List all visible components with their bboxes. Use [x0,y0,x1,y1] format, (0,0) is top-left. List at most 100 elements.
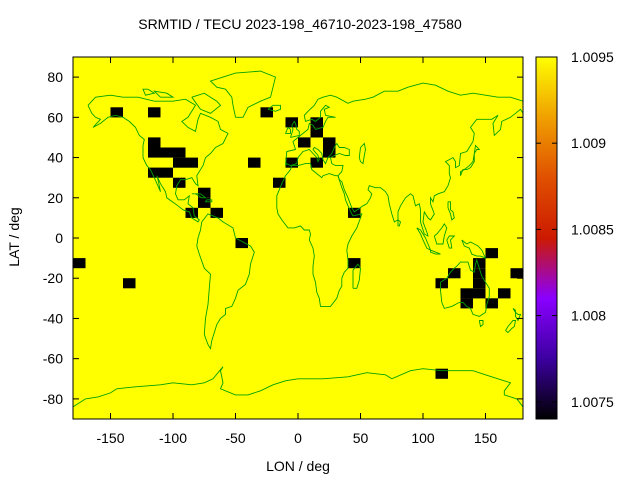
x-tick-label: 0 [294,430,302,446]
x-tick-label: -100 [159,430,187,446]
y-tick-label: -80 [43,391,63,407]
heatmap-cell [185,157,198,168]
heatmap-cell [435,368,448,379]
coastline [196,213,255,350]
heatmap-cell [460,288,473,299]
heatmap-cell [73,258,86,269]
heatmap-cell [348,207,361,218]
x-tick-label: 150 [474,430,498,446]
heatmap-cell [348,258,361,269]
coastline [142,88,156,96]
coastline-map [73,70,523,408]
colorbar-tick-label: 1.0075 [571,394,614,410]
heatmap-cell [198,187,211,198]
heatmap-cell [235,238,248,249]
heatmap-cell [173,157,186,168]
heatmap-cell [310,127,323,138]
heatmap-cell [310,117,323,128]
heatmap-cell [510,268,523,279]
coastline [440,258,490,317]
coastline [209,70,277,118]
heatmap-cell [110,107,123,118]
heatmap-cell [473,288,486,299]
coastline [285,126,291,134]
colorbar-tick-label: 1.009 [571,135,606,151]
y-tick-label: 20 [47,190,63,206]
heatmap-cell [148,137,161,148]
coastline [446,235,456,249]
heatmap-cell [498,288,511,299]
axes: -150 -100 -50 0 50 100 150 -80 -60 -40 -20 0 20 40 60 8… [43,57,523,446]
heatmap-cell [285,157,298,168]
y-tick-label: 80 [47,69,63,85]
colorbar-tick-label: 1.0085 [571,221,614,237]
coastline [433,223,448,245]
coastline [512,308,522,322]
y-tick-label: -20 [43,270,63,286]
heatmap-cell [123,278,136,289]
heatmap-cell [148,167,161,178]
heatmap-cell [285,117,298,128]
colorbar-tick-label: 1.008 [571,308,606,324]
heatmap-cell [173,177,186,188]
x-tick-label: -150 [96,430,124,446]
coastline [285,108,523,237]
coastline [276,163,363,307]
coastline [397,219,402,227]
colorbar [535,56,558,420]
coastline [73,366,523,408]
heatmap-cell [460,298,473,309]
coastline [447,201,455,221]
heatmap-cell [448,268,461,279]
coastline [191,193,207,199]
chart-title: SRMTID / TECU 2023-198_46710-2023-198_47… [138,16,462,32]
heatmap-cell [148,107,161,118]
heatmap-cell [248,157,261,168]
coastline [352,263,361,289]
coastline [478,320,484,328]
coastline [191,92,222,114]
coastline [152,90,175,98]
x-axis-label: LON / deg [266,458,330,474]
heatmap-cell [473,258,486,269]
coastline [430,249,441,255]
heatmap-cells [73,107,523,379]
heatmap-cell [473,278,486,289]
heatmap-cell [185,207,198,218]
x-tick-label: -50 [225,430,245,446]
heatmap-cell [173,147,186,158]
x-tick-label: 100 [411,430,435,446]
heatmap-cell [435,278,448,289]
coastline [290,120,300,138]
colorbar-ticks: 1.0075 1.008 1.0085 1.009 1.0095 [536,49,614,410]
plot-area [73,57,523,419]
heatmap-cell [260,107,273,118]
y-tick-label: 0 [55,230,63,246]
coastline [505,320,517,334]
heatmap-cell [473,268,486,279]
y-tick-label: 40 [47,150,63,166]
y-tick-label: 60 [47,109,63,125]
heatmap-cell [273,177,286,188]
heatmap-cell [198,197,211,208]
heatmap-cell [485,248,498,259]
heatmap-cell [210,207,223,218]
y-tick-label: -60 [43,351,63,367]
heatmap-cell [323,147,336,158]
coastline [461,239,487,259]
coastline [285,82,523,166]
heatmap-cell [485,298,498,309]
heatmap-cell [148,147,161,158]
coastline [460,144,481,176]
heatmap-cell [160,167,173,178]
heatmap-cell [160,147,173,158]
coastline [204,199,213,203]
heatmap-cell [323,137,336,148]
colorbar-tick-label: 1.0095 [571,49,614,65]
coastline [267,104,281,112]
heatmap-cell [310,157,323,168]
coastline [87,94,229,223]
coastline [358,142,366,165]
heatmap-cell [298,137,311,148]
